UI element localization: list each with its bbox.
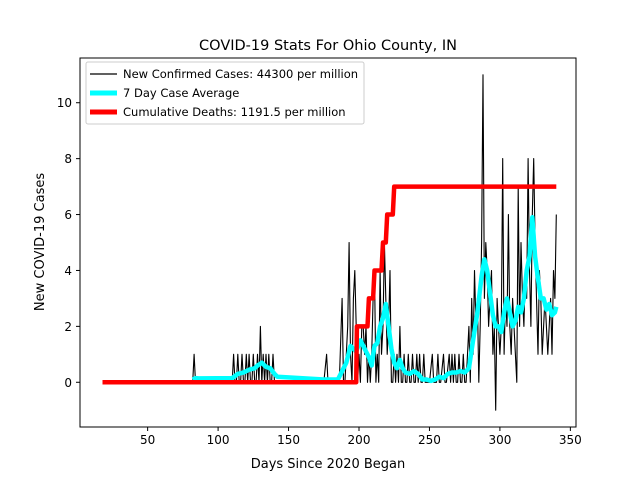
x-tick-label: 350 <box>559 433 582 447</box>
legend-box <box>85 61 365 125</box>
y-tick-label: 0 <box>64 376 72 390</box>
x-tick-label: 300 <box>488 433 511 447</box>
y-tick-label: 2 <box>64 320 72 334</box>
legend-label-new-cases: New Confirmed Cases: 44300 per million <box>123 67 358 81</box>
y-axis-ticks: 0 2 4 6 8 10 <box>57 96 80 390</box>
x-axis-label: Days Since 2020 Began <box>251 457 406 472</box>
series-line-cumulative-deaths <box>102 184 557 385</box>
plot-area <box>79 57 577 428</box>
legend: New Confirmed Cases: 44300 per million 7… <box>85 61 365 125</box>
y-tick-label: 4 <box>64 264 72 278</box>
x-tick-label: 250 <box>418 433 441 447</box>
legend-label-7-day-average: 7 Day Case Average <box>123 86 239 100</box>
y-tick-label: 8 <box>64 152 72 166</box>
x-tick-label: 100 <box>207 433 230 447</box>
y-axis-label: New COVID-19 Cases <box>33 173 48 311</box>
series-layer <box>102 74 559 411</box>
y-tick-label: 10 <box>57 96 72 110</box>
x-tick-label: 50 <box>140 433 155 447</box>
series-line-seven-day-average <box>191 215 559 384</box>
chart-title: COVID-19 Stats For Ohio County, IN <box>199 38 457 54</box>
x-axis-ticks: 50 100 150 200 250 300 350 <box>140 427 582 447</box>
x-tick-label: 200 <box>348 433 371 447</box>
legend-label-cumulative-deaths: Cumulative Deaths: 1191.5 per million <box>123 105 346 119</box>
y-tick-label: 6 <box>64 208 72 222</box>
x-tick-label: 150 <box>277 433 300 447</box>
plot-frame <box>79 57 577 428</box>
